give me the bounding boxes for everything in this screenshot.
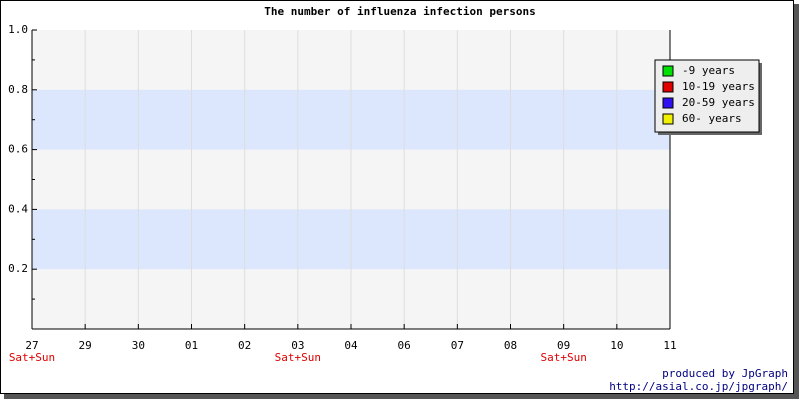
footer-credit: produced by JpGraph xyxy=(662,367,788,380)
x-tick-label: 27 xyxy=(25,339,38,352)
y-tick-label: 0.6 xyxy=(8,143,28,156)
x-tick-label: 02 xyxy=(238,339,251,352)
x-tick-label: 04 xyxy=(344,339,358,352)
chart-title: The number of influenza infection person… xyxy=(264,5,536,18)
legend-swatch xyxy=(662,81,674,93)
x-tick-label: 01 xyxy=(185,339,198,352)
x-tick-label: 03 xyxy=(291,339,304,352)
x-tick-label: 30 xyxy=(132,339,145,352)
legend-label: 10-19 years xyxy=(682,80,755,93)
x-tick-label: 07 xyxy=(451,339,464,352)
x-tick-label: 29 xyxy=(79,339,92,352)
y-tick-label: 1.0 xyxy=(8,23,28,36)
y-tick-label: 0.4 xyxy=(8,202,28,215)
footer-url: http://asial.co.jp/jpgraph/ xyxy=(609,380,788,393)
x-tick-label: 10 xyxy=(610,339,623,352)
x-tick-label: 06 xyxy=(398,339,411,352)
legend-label: 20-59 years xyxy=(682,96,755,109)
x-tick-label: 11 xyxy=(663,339,676,352)
annotation: Sat+Sun xyxy=(540,351,586,364)
annotation: Sat+Sun xyxy=(9,351,55,364)
legend-swatch xyxy=(662,65,674,77)
y-tick-label: 0.2 xyxy=(8,262,28,275)
x-tick-label: 08 xyxy=(504,339,517,352)
legend-label: 60- years xyxy=(682,112,742,125)
legend-label: -9 years xyxy=(682,64,735,77)
y-tick-label: 0.8 xyxy=(8,83,28,96)
x-tick-label: 09 xyxy=(557,339,570,352)
annotation: Sat+Sun xyxy=(275,351,321,364)
legend-swatch xyxy=(662,97,674,109)
legend-swatch xyxy=(662,113,674,125)
